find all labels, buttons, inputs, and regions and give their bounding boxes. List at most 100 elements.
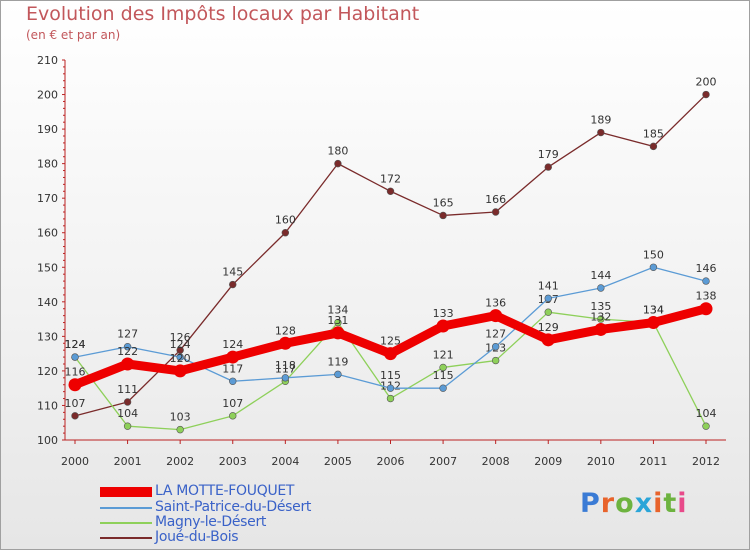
data-label: 104 bbox=[117, 407, 138, 420]
data-label: 131 bbox=[327, 314, 348, 327]
data-point bbox=[436, 319, 450, 333]
y-tick-label: 150 bbox=[37, 261, 58, 274]
y-tick-label: 160 bbox=[37, 227, 58, 240]
data-label: 126 bbox=[170, 331, 191, 344]
y-tick-label: 110 bbox=[37, 399, 58, 412]
x-tick-label: 2003 bbox=[219, 455, 247, 468]
series-3: 107 111 126 145 160 180 172 165 166 179 189 185 200 bbox=[65, 76, 717, 420]
legend-swatch bbox=[100, 522, 152, 524]
data-point bbox=[229, 412, 237, 420]
data-point bbox=[489, 309, 503, 323]
logo-letter: i bbox=[653, 488, 664, 519]
x-tick-label: 2007 bbox=[429, 455, 457, 468]
y-tick-label: 170 bbox=[37, 192, 58, 205]
data-point bbox=[491, 343, 500, 351]
data-label: 200 bbox=[696, 76, 717, 89]
data-point bbox=[544, 308, 552, 316]
legend-item-2: Magny-le-Désert bbox=[100, 514, 360, 530]
x-tick-label: 2011 bbox=[639, 455, 667, 468]
data-label: 172 bbox=[380, 172, 401, 185]
data-point bbox=[649, 263, 658, 271]
data-label: 189 bbox=[590, 114, 611, 127]
data-label: 145 bbox=[222, 266, 243, 279]
y-tick-label: 130 bbox=[37, 330, 58, 343]
data-point bbox=[702, 422, 710, 430]
x-tick-label: 2002 bbox=[166, 455, 194, 468]
data-point bbox=[544, 163, 552, 171]
data-label: 160 bbox=[275, 214, 296, 227]
data-label: 128 bbox=[275, 324, 296, 337]
data-label: 129 bbox=[538, 321, 559, 334]
data-point bbox=[702, 90, 710, 99]
data-point bbox=[173, 364, 187, 378]
data-point bbox=[229, 280, 237, 289]
legend-label: Magny-le-Désert bbox=[155, 514, 267, 530]
chart-title: Evolution des Impôts locaux par Habitant bbox=[26, 3, 420, 25]
data-point bbox=[226, 350, 240, 364]
x-tick-label: 2005 bbox=[324, 455, 352, 468]
data-point bbox=[281, 374, 290, 382]
legend-item-1: Saint-Patrice-du-Désert bbox=[100, 499, 360, 515]
data-point bbox=[334, 159, 342, 168]
data-label: 127 bbox=[117, 328, 138, 341]
y-tick-label: 140 bbox=[37, 296, 58, 309]
data-label: 117 bbox=[222, 362, 243, 375]
data-label: 134 bbox=[643, 304, 664, 317]
data-point bbox=[439, 363, 447, 372]
data-point bbox=[386, 187, 395, 195]
data-point bbox=[544, 294, 552, 303]
data-point bbox=[649, 142, 658, 151]
y-tick-label: 190 bbox=[37, 123, 58, 136]
data-label: 103 bbox=[170, 411, 191, 424]
x-tick-label: 2012 bbox=[692, 455, 720, 468]
legend-item-0: LA MOTTE-FOUQUET bbox=[100, 483, 360, 499]
data-label: 138 bbox=[696, 290, 717, 303]
y-tick-label: 100 bbox=[37, 434, 58, 447]
data-label: 134 bbox=[643, 304, 664, 317]
legend-label: LA MOTTE-FOUQUET bbox=[155, 483, 295, 499]
data-label: 166 bbox=[485, 193, 506, 206]
data-point bbox=[439, 384, 447, 392]
data-point bbox=[176, 425, 184, 434]
data-label: 136 bbox=[485, 297, 506, 310]
data-label: 116 bbox=[65, 366, 86, 379]
data-label: 127 bbox=[485, 328, 506, 341]
data-point bbox=[278, 336, 292, 350]
data-point bbox=[71, 412, 79, 420]
legend-item-3: Joué-du-Bois bbox=[100, 529, 360, 545]
legend-label: Saint-Patrice-du-Désert bbox=[155, 499, 312, 515]
data-label: 165 bbox=[433, 196, 454, 209]
y-tick-label: 180 bbox=[37, 158, 58, 171]
data-point bbox=[334, 318, 342, 327]
data-point bbox=[646, 316, 660, 330]
data-point bbox=[702, 277, 710, 285]
data-label: 104 bbox=[696, 407, 717, 420]
data-point bbox=[491, 208, 500, 216]
data-point bbox=[229, 377, 237, 385]
data-point bbox=[176, 353, 184, 361]
logo-letter: P bbox=[580, 488, 601, 519]
data-label: 179 bbox=[538, 148, 559, 161]
x-tick-label: 2006 bbox=[377, 455, 405, 468]
y-tick-label: 120 bbox=[37, 365, 58, 378]
legend-label: Joué-du-Bois bbox=[155, 529, 239, 545]
series-2: 124104103107117134112121123137135134104 bbox=[65, 293, 717, 434]
data-point bbox=[123, 422, 132, 430]
data-label: 119 bbox=[327, 355, 348, 368]
logo-letter: i bbox=[677, 488, 688, 519]
data-point bbox=[541, 333, 555, 347]
data-point bbox=[123, 398, 132, 406]
logo-letter: r bbox=[600, 488, 616, 519]
x-tick-label: 2004 bbox=[271, 455, 299, 468]
legend-swatch bbox=[100, 537, 152, 539]
data-label: 135 bbox=[590, 300, 611, 313]
data-label: 124 bbox=[170, 338, 191, 351]
data-point bbox=[699, 302, 713, 316]
data-label: 120 bbox=[170, 352, 191, 365]
data-label: 124 bbox=[65, 338, 86, 351]
data-label: 122 bbox=[117, 345, 138, 358]
data-label: 141 bbox=[538, 279, 559, 292]
